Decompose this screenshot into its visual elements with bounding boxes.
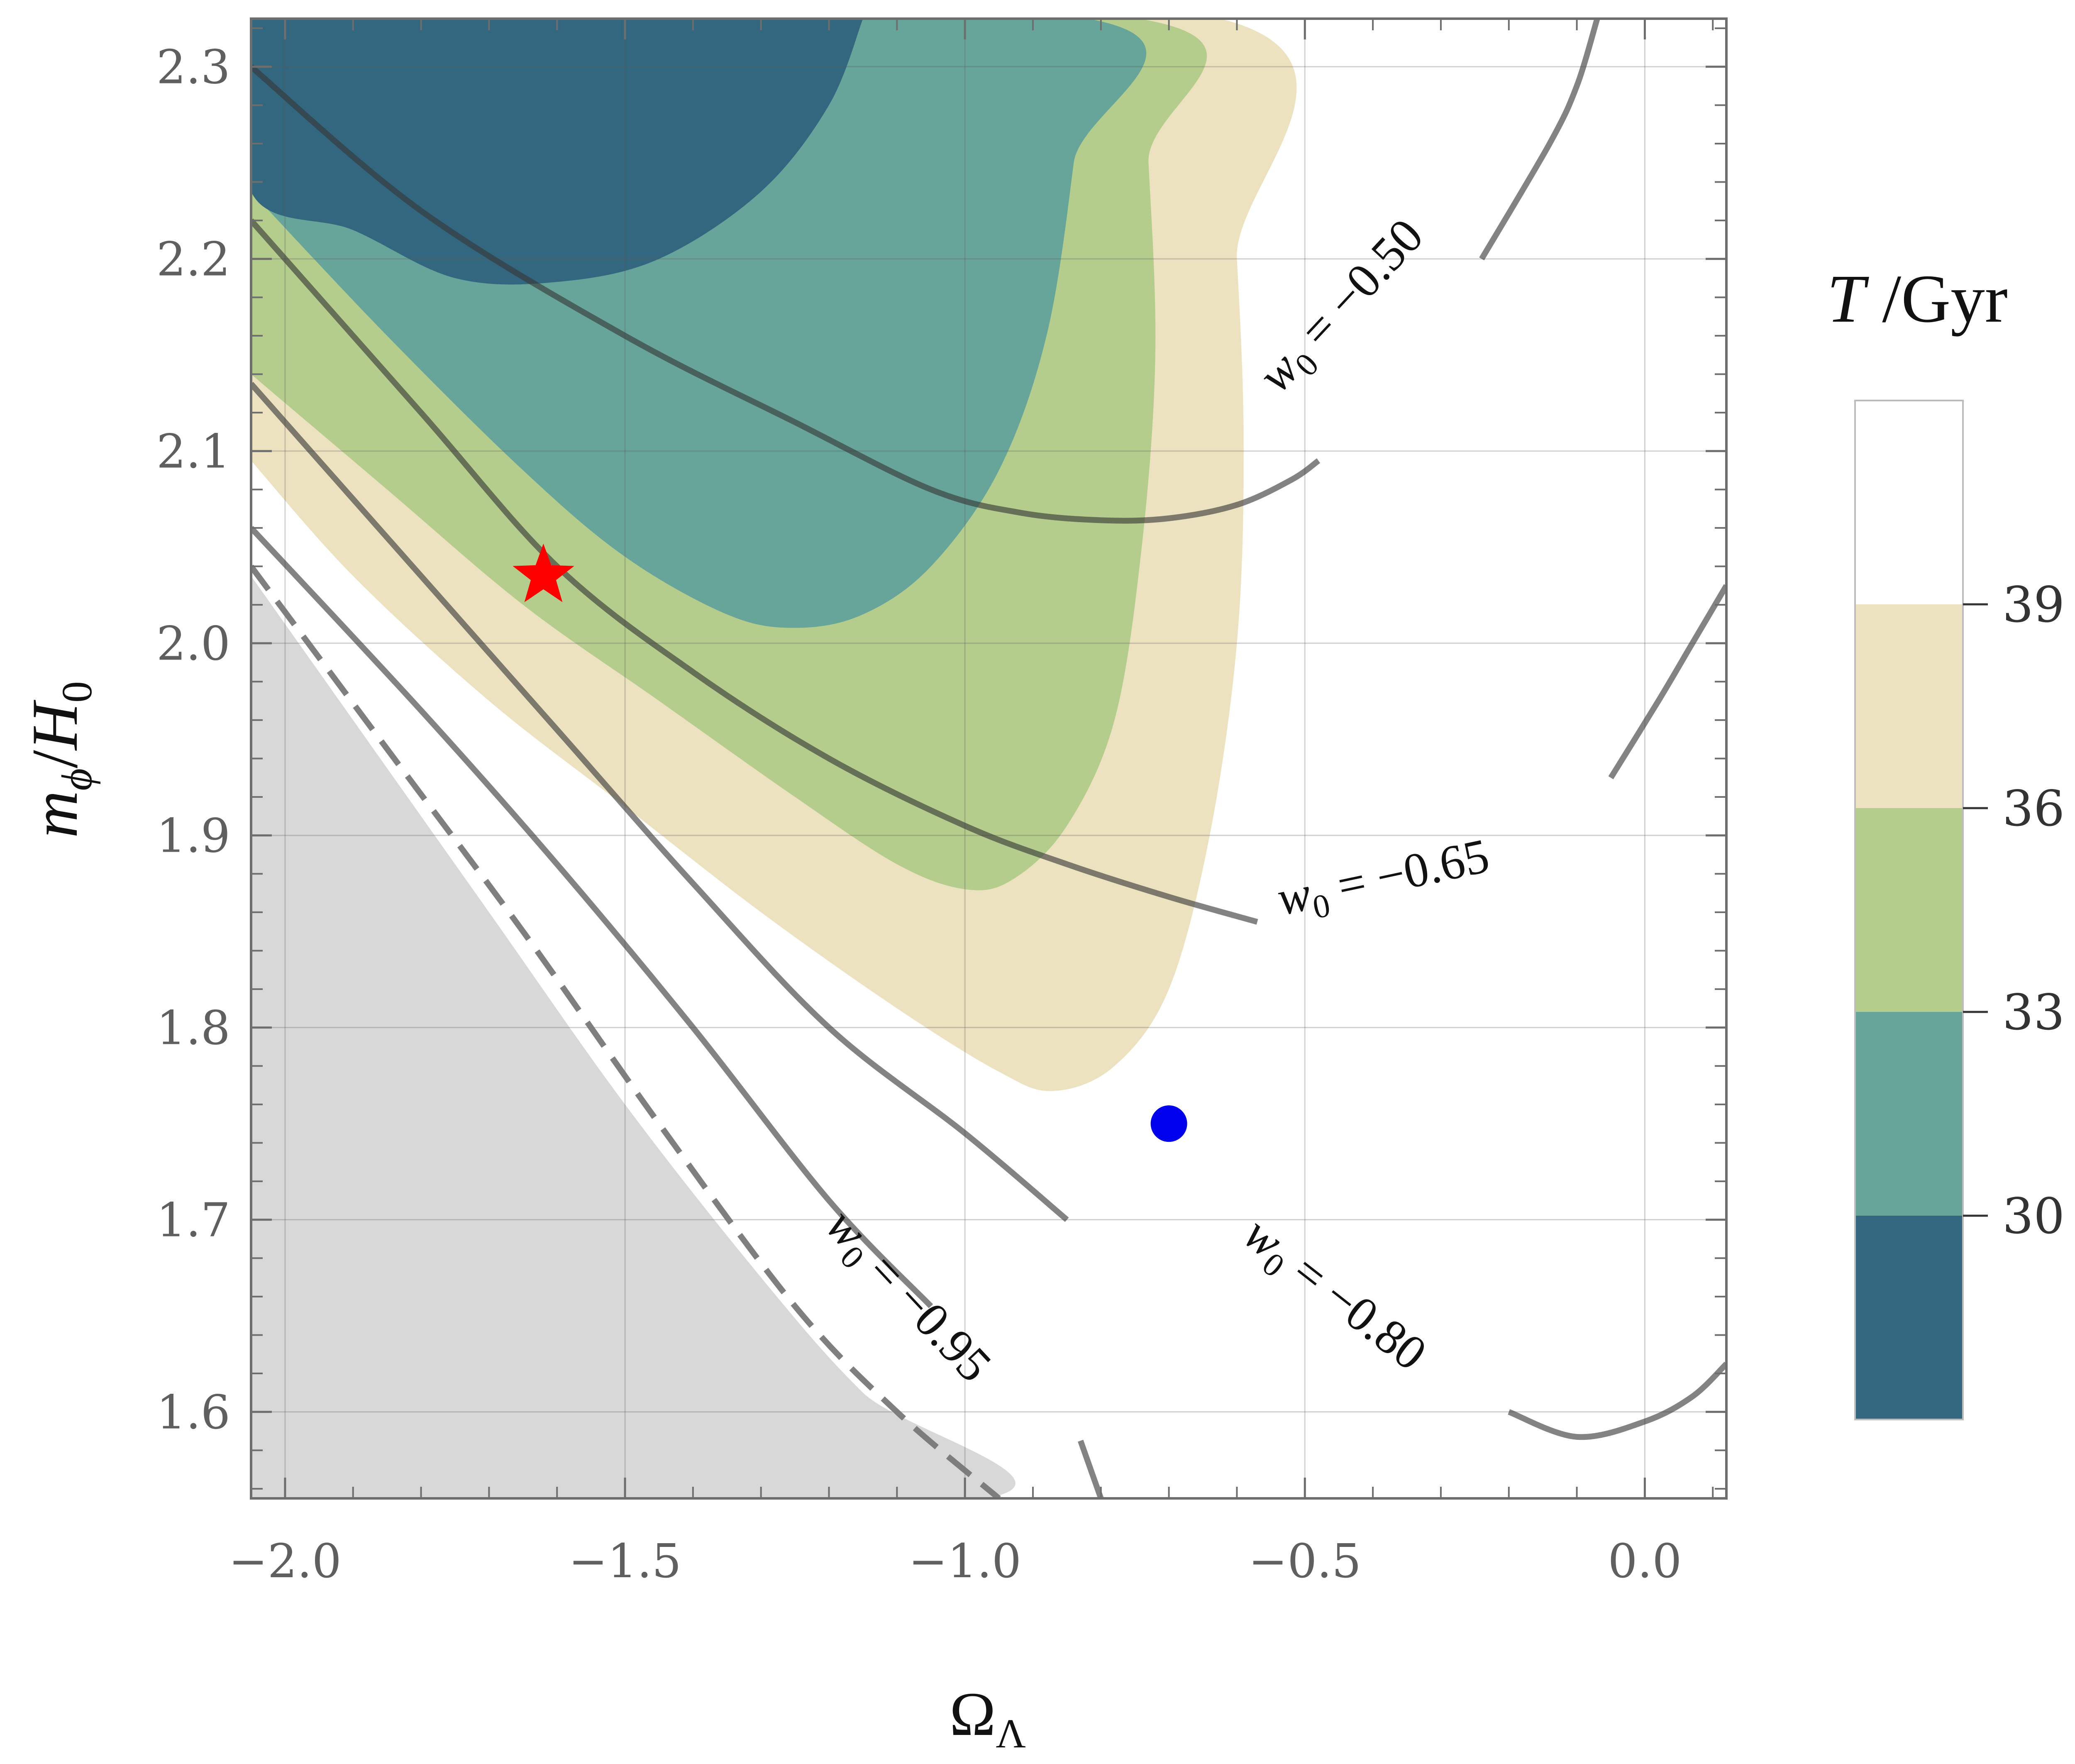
region-excluded-region	[251, 576, 1016, 1498]
contour-w0-0-5-segment-1	[1479, 19, 1600, 261]
y-tick-label-6: 2.2	[156, 233, 230, 287]
colorbar-tick-label-1: 33	[2002, 984, 2065, 1041]
x-tick-label-2: −1.0	[908, 1534, 1021, 1588]
w0-contours	[251, 19, 1726, 1498]
marker-red-star	[513, 543, 574, 602]
y-tick-label-2: 1.8	[156, 1002, 230, 1055]
y-axis-title-slash: /	[19, 750, 91, 768]
y-tick-label-7: 2.3	[156, 41, 230, 95]
contour-w0-0-65-segment-1	[1608, 584, 1726, 779]
colorbar-title-T: T	[1827, 261, 1869, 337]
colorbar: 30 33 36 39	[1854, 400, 2065, 1420]
y-tick-label-4: 2.0	[156, 617, 230, 671]
colorbar-band-1	[1855, 1012, 1963, 1216]
y-axis-title-H: H	[19, 699, 91, 751]
colorbar-tick-label-2: 36	[2002, 780, 2065, 837]
marker-blue-dot	[1150, 1105, 1187, 1142]
filled-regions	[251, 19, 1297, 1498]
colorbar-tick-label-0: 30	[2002, 1187, 2065, 1245]
colorbar-band-3	[1855, 604, 1963, 808]
x-tick-label-3: −0.5	[1248, 1534, 1361, 1588]
y-tick-label-3: 1.9	[156, 809, 230, 863]
x-tick-label-1: −1.5	[569, 1534, 681, 1588]
x-tick-label-0: −2.0	[229, 1534, 342, 1588]
y-axis-title-phi-sub: ϕ	[53, 768, 101, 791]
y-axis-title-zero-sub: 0	[53, 681, 101, 703]
colorbar-band-0	[1855, 1216, 1963, 1420]
x-tick-label-4: 0.0	[1608, 1534, 1682, 1588]
region-t-30-gyr	[251, 19, 863, 285]
contour-w0-0-5-segment-0	[251, 64, 1321, 524]
y-tick-label-0: 1.6	[156, 1386, 230, 1440]
contour-w0-0-8-segment-1	[1508, 1361, 1726, 1440]
y-axis-title: mϕ/H0	[19, 681, 101, 838]
x-axis-title-omega: Ω	[950, 1680, 996, 1749]
y-tick-label-1: 1.7	[156, 1194, 230, 1248]
axis-ticks: −2.0 −1.5 −1.0 −0.5 0.0 1.6 1.7 1.8 1.9 2.0 2.1 2.2…	[156, 19, 1726, 1588]
contour-w0-0-95-segment-1	[1078, 1439, 1104, 1498]
y-tick-label-5: 2.1	[156, 425, 230, 479]
colorbar-tick-label-3: 39	[2002, 576, 2065, 633]
x-axis-title-lambda: Λ	[996, 1710, 1026, 1757]
colorbar-title: T /Gyr	[1827, 261, 2007, 337]
colorbar-band-4	[1855, 401, 1963, 604]
x-axis-title: ΩΛ	[950, 1680, 1026, 1757]
y-axis-title-m: m	[19, 791, 91, 838]
colorbar-band-2	[1855, 808, 1963, 1012]
contour-w0-1-segment-0	[251, 564, 1001, 1498]
colorbar-title-unit: /Gyr	[1865, 261, 2008, 337]
colorbar-frame	[1854, 400, 1964, 1420]
contour-w0-0-95-segment-0	[251, 526, 933, 1308]
contour-w0-0-65-segment-0	[251, 218, 1258, 925]
markers	[513, 543, 1187, 1142]
contour-w0-0-8-segment-0	[251, 382, 1069, 1222]
